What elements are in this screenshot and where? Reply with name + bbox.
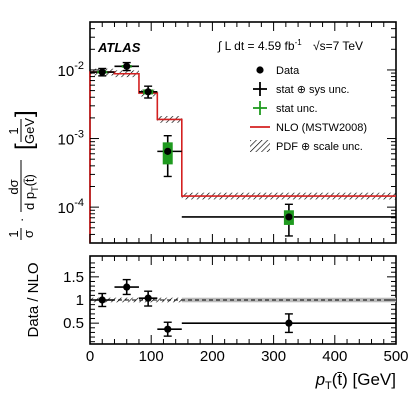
experiment-label: ATLAS [97, 40, 141, 55]
legend-label-pdf: PDF ⊕ scale unc. [276, 141, 363, 153]
data-point-3 [164, 147, 172, 155]
ytick-exp: -4 [74, 197, 84, 209]
ytick-exp: -2 [74, 60, 84, 72]
ratio-point-0 [98, 296, 106, 304]
legend-label-stat: stat unc. [276, 103, 318, 115]
xlabel-sub: T [325, 380, 332, 392]
lower-xtick-label: 500 [383, 348, 408, 365]
ylabel-deriv-num: dσ [6, 179, 21, 194]
legend-item-nlo: NLO (MSTW2008) [250, 122, 367, 134]
ylabel-deriv-den: d pT(t̄) [22, 174, 40, 210]
ratio-point-3 [164, 325, 172, 333]
data-point-0 [98, 68, 106, 76]
lower-ytick-label: 1.5 [63, 269, 84, 286]
data-point-1 [123, 62, 131, 70]
lower-ylabel: Data / NLO [25, 262, 42, 337]
upper-ylabel: 1 σ·dσd pT(t̄)[1 GeV] [6, 110, 40, 240]
upper-ytick-label: 10-3 [58, 129, 84, 149]
ratio-point-1 [123, 283, 131, 291]
xlabel-arg: (t̄) [GeV] [332, 370, 396, 389]
ratio-point-4 [285, 319, 293, 327]
xlabel-main: p [315, 370, 325, 389]
energy-label: √s=7 TeV [313, 39, 363, 53]
lower-xtick-label: 0 [86, 348, 94, 365]
ytick-base: 10 [58, 200, 75, 217]
ylabel-deriv-den-main: d p [22, 192, 37, 210]
ytick-base: 10 [58, 132, 75, 149]
lumi-text: ∫ L dt = 4.59 fb [217, 39, 295, 53]
legend-item-pdf: PDF ⊕ scale unc. [250, 140, 363, 153]
lower-ytick-label: 1 [76, 292, 84, 309]
ylabel-deriv-den-sub: T [30, 186, 40, 192]
ylabel-deriv-den-arg: (t̄) [22, 174, 37, 186]
ytick-exp: -3 [74, 129, 84, 141]
upper-ytick-label: 10-4 [58, 197, 84, 217]
ylabel-unit-num: 1 [6, 127, 21, 134]
lower-xtick-label: 300 [261, 348, 286, 365]
lower-ytick-label: 0.5 [63, 315, 84, 332]
legend-marker-pdf [250, 140, 270, 152]
legend-item-data: Data [256, 65, 300, 77]
lumi-label: ∫ L dt = 4.59 fb-1 [217, 38, 302, 53]
ylabel-frac-den: σ [21, 230, 36, 238]
lower-xtick-label: 400 [322, 348, 347, 365]
data-point-4 [285, 213, 293, 221]
legend-label-nlo: NLO (MSTW2008) [276, 122, 367, 134]
ratio-point-2 [144, 294, 152, 302]
legend-item-statsys: stat ⊕ sys unc. [253, 82, 349, 96]
ylabel-bracket-open: [ [11, 143, 38, 150]
ylabel-unit-den: GeV [22, 118, 37, 144]
ytick-base: 10 [58, 63, 75, 80]
ylabel-bracket-close: ] [11, 110, 38, 117]
ylabel-frac-num: 1 [6, 230, 21, 237]
legend-item-stat: stat unc. [253, 101, 318, 115]
data-point-2 [144, 88, 152, 96]
ylabel-dot: · [14, 218, 29, 222]
legend-label-data: Data [276, 65, 300, 77]
lower-xtick-label: 100 [139, 348, 164, 365]
upper-ytick-label: 10-2 [58, 60, 84, 80]
legend-label-statsys: stat ⊕ sys unc. [276, 84, 349, 96]
xlabel: pT(t̄) [GeV] [315, 370, 396, 392]
legend-marker-data [256, 66, 264, 74]
lower-xtick-label: 200 [200, 348, 225, 365]
lower-panel: 0.5 1 1.5 0 100 200 300 400 500 [63, 255, 409, 365]
lumi-exp: -1 [295, 38, 303, 47]
